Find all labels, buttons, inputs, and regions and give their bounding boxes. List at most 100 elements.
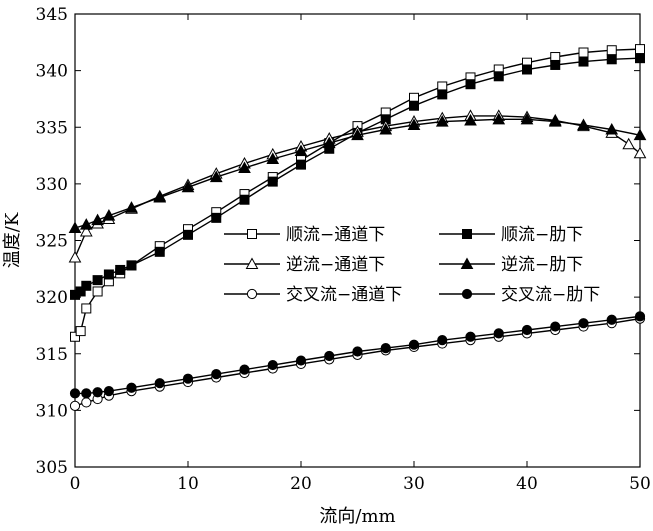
data-point — [103, 386, 115, 397]
series-6 — [69, 311, 646, 399]
data-point — [493, 328, 504, 339]
data-point — [69, 388, 81, 399]
data-point — [622, 137, 636, 150]
data-point — [409, 100, 419, 111]
data-point — [209, 170, 223, 183]
data-point — [92, 286, 103, 297]
data-point — [380, 342, 391, 354]
data-point — [634, 311, 646, 322]
data-point — [125, 201, 138, 213]
data-point — [550, 59, 561, 70]
y-tick-label: 320 — [36, 288, 68, 308]
legend-entry-1: 顺流−通道下 — [224, 225, 385, 245]
data-point — [154, 378, 165, 389]
legend-marker — [245, 257, 259, 269]
legend-marker — [246, 288, 258, 300]
data-point — [352, 346, 363, 357]
data-point — [407, 118, 421, 130]
data-point — [182, 373, 194, 384]
y-tick-label: 305 — [36, 458, 68, 478]
data-point — [81, 397, 92, 408]
data-point — [238, 161, 251, 174]
x-tick-label: 40 — [516, 474, 538, 494]
data-point — [102, 209, 116, 221]
y-tick-label: 345 — [36, 5, 68, 25]
legend-marker — [247, 229, 257, 239]
y-axis-title: 温度/K — [2, 212, 23, 268]
data-point — [635, 53, 645, 64]
data-point — [605, 122, 619, 135]
legend-marker — [461, 288, 473, 300]
data-point — [239, 194, 250, 205]
data-point — [633, 146, 647, 159]
data-point — [211, 369, 222, 380]
legend-label: 顺流−肋下 — [501, 225, 583, 245]
data-point — [437, 335, 448, 346]
data-point — [465, 331, 476, 342]
legend-label: 逆流−肋下 — [501, 255, 583, 275]
legend-entry-6: 交叉流−肋下 — [439, 285, 600, 305]
data-point — [408, 339, 420, 350]
y-tick-label: 340 — [36, 62, 68, 82]
data-point — [465, 79, 476, 90]
y-tick-label: 330 — [36, 175, 68, 195]
x-tick-label: 50 — [629, 474, 651, 494]
legend-entry-5: 交叉流−通道下 — [224, 285, 402, 305]
data-point — [68, 250, 82, 263]
y-tick-label: 325 — [36, 232, 68, 252]
data-point — [606, 54, 617, 65]
data-point — [493, 71, 504, 82]
data-point — [81, 303, 92, 314]
data-point — [267, 176, 278, 187]
series-layer — [68, 44, 647, 411]
legend-label: 顺流−通道下 — [286, 225, 385, 245]
data-point — [69, 400, 81, 411]
data-point — [324, 350, 335, 362]
data-point — [294, 144, 308, 157]
data-point — [81, 388, 92, 399]
legend-label: 逆流−通道下 — [286, 255, 385, 275]
data-point — [635, 44, 645, 55]
data-point — [183, 229, 193, 240]
data-point — [103, 269, 114, 280]
data-point — [266, 152, 280, 164]
data-point — [522, 64, 532, 75]
y-tick-label: 315 — [36, 345, 68, 365]
data-point — [70, 331, 80, 342]
data-point — [91, 213, 104, 226]
data-point — [578, 47, 589, 58]
series-2 — [70, 53, 645, 300]
data-point — [81, 280, 92, 291]
data-point — [435, 115, 449, 127]
data-point — [520, 112, 534, 125]
data-point — [126, 260, 137, 271]
data-point — [79, 224, 93, 237]
data-point — [606, 314, 617, 325]
data-point — [492, 112, 506, 125]
data-point — [92, 275, 103, 286]
data-point — [296, 159, 306, 170]
data-point — [351, 128, 364, 141]
data-point — [68, 221, 82, 234]
data-point — [379, 122, 393, 135]
data-point — [154, 246, 165, 257]
data-point — [322, 136, 336, 149]
axis-ticks: 0 10 20 30 40 50 305 310 315 320 325 330 335 340 345 — [36, 5, 651, 494]
data-point — [181, 180, 195, 193]
x-tick-label: 0 — [70, 474, 81, 494]
data-point — [75, 286, 86, 297]
data-point — [92, 387, 103, 398]
data-point — [577, 118, 590, 130]
data-point — [550, 321, 561, 332]
legend-entry-3: 逆流−通道下 — [224, 255, 385, 275]
data-point — [521, 324, 533, 336]
x-axis-title: 流向/mm — [319, 506, 395, 527]
x-tick-label: 30 — [403, 474, 425, 494]
data-point — [633, 128, 647, 141]
data-point — [115, 264, 126, 275]
data-point — [606, 45, 617, 56]
data-point — [548, 115, 562, 127]
y-tick-label: 310 — [36, 401, 68, 421]
